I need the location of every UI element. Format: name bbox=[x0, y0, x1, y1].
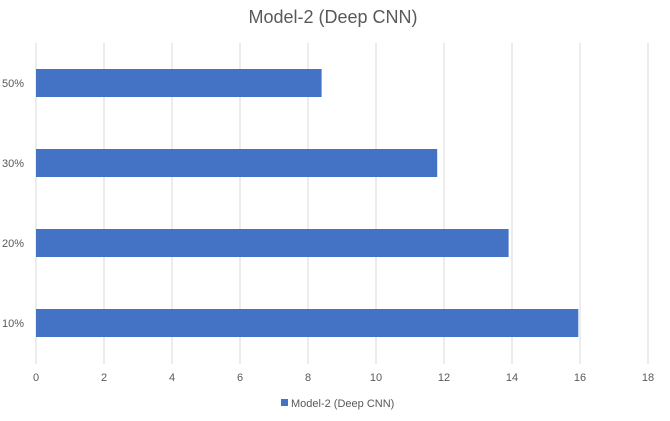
legend: Model-2 (Deep CNN) bbox=[281, 398, 394, 410]
y-tick-label: 10% bbox=[2, 318, 24, 330]
x-tick-label: 2 bbox=[101, 372, 107, 384]
y-tick-label: 50% bbox=[2, 78, 24, 90]
legend-label: Model-2 (Deep CNN) bbox=[291, 398, 394, 410]
x-tick-label: 0 bbox=[33, 372, 39, 384]
bar bbox=[36, 149, 438, 177]
bar bbox=[36, 69, 322, 97]
x-tick-label: 12 bbox=[438, 372, 450, 384]
chart-title: Model-2 (Deep CNN) bbox=[248, 7, 417, 27]
legend-swatch bbox=[281, 399, 288, 406]
y-tick-label: 30% bbox=[2, 158, 24, 170]
bar bbox=[36, 229, 509, 257]
x-tick-label: 6 bbox=[237, 372, 243, 384]
x-tick-label: 10 bbox=[370, 372, 382, 384]
x-tick-label: 4 bbox=[169, 372, 175, 384]
y-axis-tick-labels: 10% 20% 30% 50% bbox=[2, 78, 24, 330]
x-axis-tick-labels: 0 2 4 6 8 10 12 14 16 18 bbox=[33, 372, 654, 384]
x-tick-label: 16 bbox=[574, 372, 586, 384]
x-tick-label: 14 bbox=[506, 372, 518, 384]
bars bbox=[36, 69, 579, 337]
bar bbox=[36, 309, 579, 337]
x-tick-label: 8 bbox=[305, 372, 311, 384]
x-tick-label: 18 bbox=[642, 372, 654, 384]
y-tick-label: 20% bbox=[2, 238, 24, 250]
